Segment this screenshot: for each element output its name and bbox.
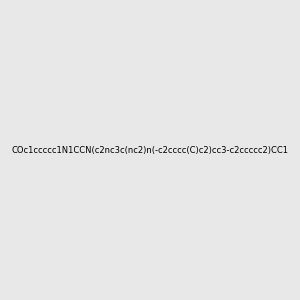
Text: COc1ccccc1N1CCN(c2nc3c(nc2)n(-c2cccc(C)c2)cc3-c2ccccc2)CC1: COc1ccccc1N1CCN(c2nc3c(nc2)n(-c2cccc(C)c… — [11, 146, 289, 154]
